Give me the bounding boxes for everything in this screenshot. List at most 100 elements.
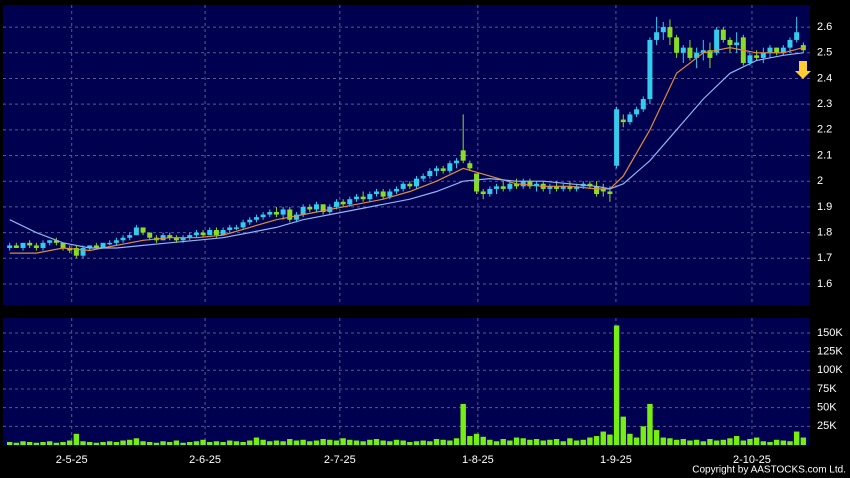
candle-body [367, 194, 373, 200]
volume-bar [553, 439, 560, 445]
x-tick-label: 1-9-25 [600, 454, 632, 466]
candle-body [260, 214, 266, 218]
volume-bar [627, 433, 633, 445]
y-tick-label: 125K [817, 346, 843, 358]
volume-bar [127, 439, 133, 445]
volume-bar [647, 403, 653, 445]
candle-body [767, 47, 773, 53]
volume-bar [380, 440, 386, 445]
volume-bar [307, 441, 313, 445]
candle-body [120, 237, 126, 241]
y-tick-label: 2.2 [817, 124, 832, 136]
volume-bar [767, 442, 773, 445]
volume-bar [573, 440, 580, 445]
volume-bar [153, 442, 160, 445]
volume-bar [26, 442, 33, 445]
candle-body [487, 188, 493, 195]
volume-bar [393, 439, 400, 445]
volume-bar [420, 440, 426, 445]
volume-bar [413, 441, 420, 445]
candle-body [167, 235, 173, 238]
candle-body [480, 191, 486, 195]
volume-bar [700, 441, 706, 445]
candle-body [333, 201, 339, 207]
volume-bar [660, 437, 666, 445]
candle-body [67, 247, 73, 251]
volume-bar [220, 442, 226, 445]
candle-body [127, 235, 133, 238]
y-tick-label: 1.6 [817, 278, 832, 290]
volume-bar [747, 439, 753, 445]
volume-bar [780, 440, 787, 445]
y-tick-label: 75K [817, 383, 837, 395]
volume-bar [46, 441, 53, 445]
candle-body [240, 222, 246, 228]
candle-body [534, 183, 540, 187]
candle-body [267, 212, 273, 215]
volume-bar [180, 442, 186, 445]
candle-body [460, 150, 466, 161]
y-tick-label: 100K [817, 364, 843, 376]
candle-body [507, 183, 513, 189]
volume-bar [300, 439, 306, 445]
candle-body [140, 227, 146, 233]
candle-body [20, 242, 26, 248]
volume-bar [260, 439, 266, 445]
volume-bar [587, 437, 593, 445]
volume-bar [233, 441, 240, 445]
volume-bar [347, 439, 353, 445]
candle-body [474, 173, 480, 192]
volume-bar [113, 442, 120, 445]
candle-body [527, 181, 533, 187]
candle-body [400, 183, 406, 189]
candle-body [187, 235, 193, 238]
candle-body [73, 247, 79, 256]
volume-bar [360, 441, 366, 445]
x-tick-label: 2-5-25 [56, 454, 88, 466]
candle-body [300, 206, 306, 215]
y-tick-label: 2.4 [817, 72, 832, 84]
candle-body [547, 186, 553, 189]
candle-body [780, 47, 786, 53]
candle-body [800, 45, 806, 51]
volume-bar [247, 440, 253, 445]
candle-body [107, 242, 113, 245]
volume-panel [3, 318, 810, 446]
candle-body [40, 242, 46, 248]
candle-body [33, 245, 39, 248]
candle-body [380, 191, 386, 197]
candle-body [387, 191, 393, 197]
candle-body [707, 50, 713, 58]
volume-bar [273, 440, 280, 445]
volume-bar [467, 436, 473, 445]
candle-body [180, 237, 186, 241]
volume-bar [560, 441, 566, 445]
volume-bar [120, 440, 126, 445]
volume-bar [507, 440, 513, 445]
volume-bar [387, 441, 393, 445]
volume-bar [433, 439, 440, 445]
candle-body [93, 245, 99, 248]
y-tick-label: 2.1 [817, 149, 832, 161]
candle-body [774, 47, 780, 53]
volume-bar [427, 441, 433, 445]
volume-bar [133, 438, 140, 445]
candle-body [27, 242, 33, 246]
volume-bar [613, 325, 620, 445]
candle-body [560, 186, 566, 189]
candle-body [147, 232, 153, 238]
candle-body [754, 55, 760, 58]
candle-body [720, 29, 726, 40]
candle-body [13, 245, 19, 248]
candle-body [514, 183, 520, 187]
volume-bar [667, 438, 673, 445]
volume-bar [493, 441, 500, 445]
volume-bar [293, 440, 300, 445]
candle-body [253, 217, 259, 220]
candle-body [307, 206, 313, 210]
volume-bar [680, 439, 686, 445]
candle-body [760, 52, 766, 58]
candle-body [600, 188, 606, 192]
volume-bar [73, 433, 80, 445]
candle-body [287, 209, 293, 220]
